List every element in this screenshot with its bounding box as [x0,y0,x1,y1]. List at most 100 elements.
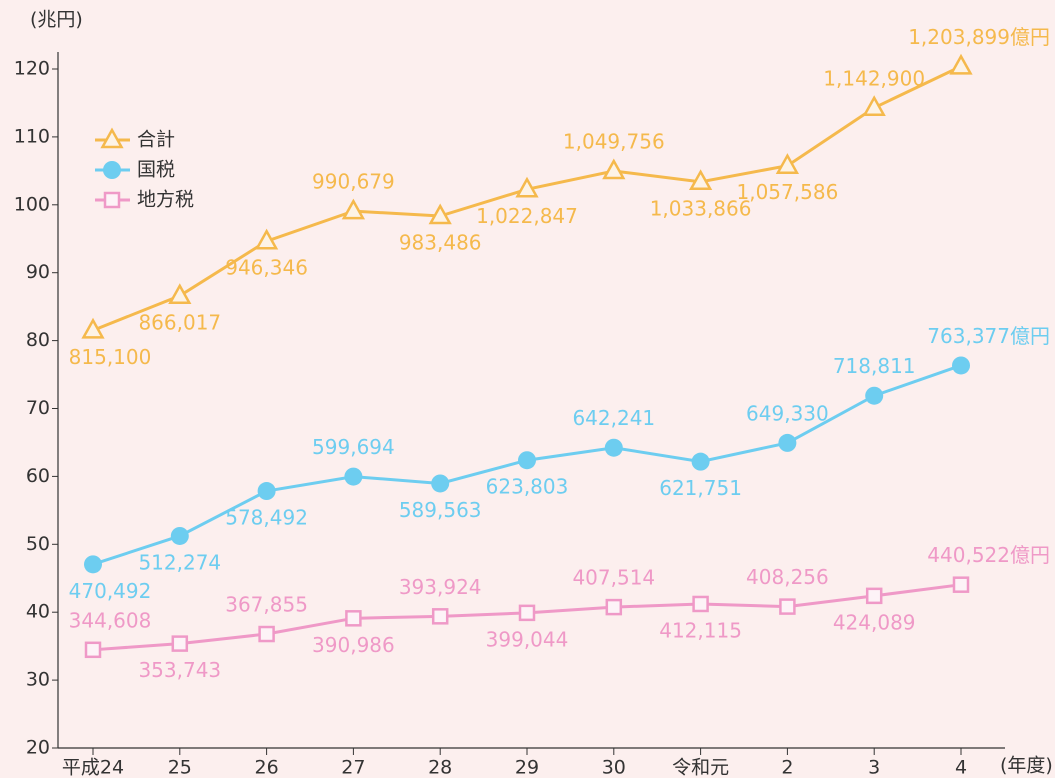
marker [692,595,709,613]
legend-item: 合計 [95,127,175,151]
x-tick-label: 27 [341,757,365,778]
legend-label: 国税 [137,159,175,181]
data-label: 408,256 [746,565,829,589]
data-label: 1,049,756 [563,130,665,154]
marker [688,169,713,191]
marker [428,203,452,225]
marker [949,53,973,75]
data-label: 353,743 [138,658,221,682]
data-label: 344,608 [69,608,152,632]
data-label: 718,811 [833,354,916,378]
legend-label: 合計 [137,129,175,151]
marker [257,482,276,501]
data-label: 946,346 [225,256,308,280]
marker [254,228,279,250]
data-label: 599,694 [312,435,395,459]
data-label: 367,855 [225,593,308,617]
y-tick-label: 60 [26,465,50,487]
data-label: 990,679 [312,170,395,194]
marker [431,474,450,493]
x-axis-label: (年度) [1000,755,1053,777]
x-tick-label: 平成24 [62,757,124,778]
marker [518,604,536,622]
marker [778,433,797,452]
data-label: 763,377億円 [927,324,1050,348]
marker [605,598,623,616]
x-tick-label: 29 [515,757,539,778]
marker [345,610,362,627]
marker [81,317,105,339]
marker [952,356,970,375]
data-label: 390,986 [312,633,395,657]
marker [170,526,189,545]
marker [171,635,189,652]
marker [602,158,626,180]
data-label: 412,115 [659,618,742,642]
marker [865,386,884,405]
data-label: 1,022,847 [476,204,578,228]
data-label: 1,142,900 [823,66,925,90]
x-tick-label: 28 [428,757,452,778]
data-label: 512,274 [138,550,221,574]
marker [100,127,124,149]
marker [865,587,883,605]
legend-label: 地方税 [137,189,194,211]
y-tick-label: 120 [14,58,50,80]
y-tick-label: 90 [26,261,50,283]
marker [515,176,539,198]
data-label: 866,017 [138,310,221,334]
marker [518,451,536,470]
y-tick-label: 110 [14,125,50,147]
data-label: 589,563 [399,498,482,522]
x-tick-label: 25 [168,757,192,778]
x-tick-label: 2 [781,757,793,778]
data-label: 623,803 [486,475,569,499]
data-label: 470,492 [69,579,152,603]
y-axis-label: (兆円) [30,9,83,31]
data-label: 440,522億円 [927,543,1050,567]
data-label: 649,330 [746,401,829,425]
marker [431,608,449,625]
marker [84,555,102,574]
x-tick-label: 4 [955,757,967,778]
data-label: 621,751 [659,476,742,500]
marker [344,467,363,486]
marker [604,438,623,457]
data-label: 1,033,866 [650,196,752,220]
marker [103,191,121,209]
marker [691,452,710,471]
data-label: 578,492 [225,506,308,530]
x-tick-label: 30 [602,757,626,778]
marker [862,95,886,117]
data-label: 642,241 [572,406,655,430]
data-label: 815,100 [69,345,152,369]
marker [341,198,366,220]
marker [258,625,275,643]
y-tick-label: 20 [26,737,50,759]
y-tick-label: 70 [26,397,50,419]
data-label: 399,044 [486,627,569,651]
y-tick-label: 40 [26,601,50,623]
marker [103,161,121,179]
legend-item: 国税 [95,159,175,181]
y-tick-label: 100 [14,193,50,215]
data-label: 1,203,899億円 [908,25,1050,49]
data-label: 407,514 [572,566,655,590]
marker [84,641,102,659]
x-tick-label: 3 [868,757,880,778]
marker [168,283,192,305]
x-tick-label: 26 [255,757,279,778]
data-label: 1,057,586 [737,180,839,204]
marker [779,598,796,615]
marker [775,153,800,174]
y-tick-label: 30 [26,669,50,691]
marker [952,576,970,593]
y-tick-label: 80 [26,329,50,351]
y-tick-label: 50 [26,533,50,555]
data-label: 393,924 [399,575,482,599]
legend-item: 地方税 [95,189,194,211]
x-tick-label: 令和元 [672,757,729,778]
data-label: 424,089 [833,610,916,634]
data-label: 983,486 [399,231,482,255]
